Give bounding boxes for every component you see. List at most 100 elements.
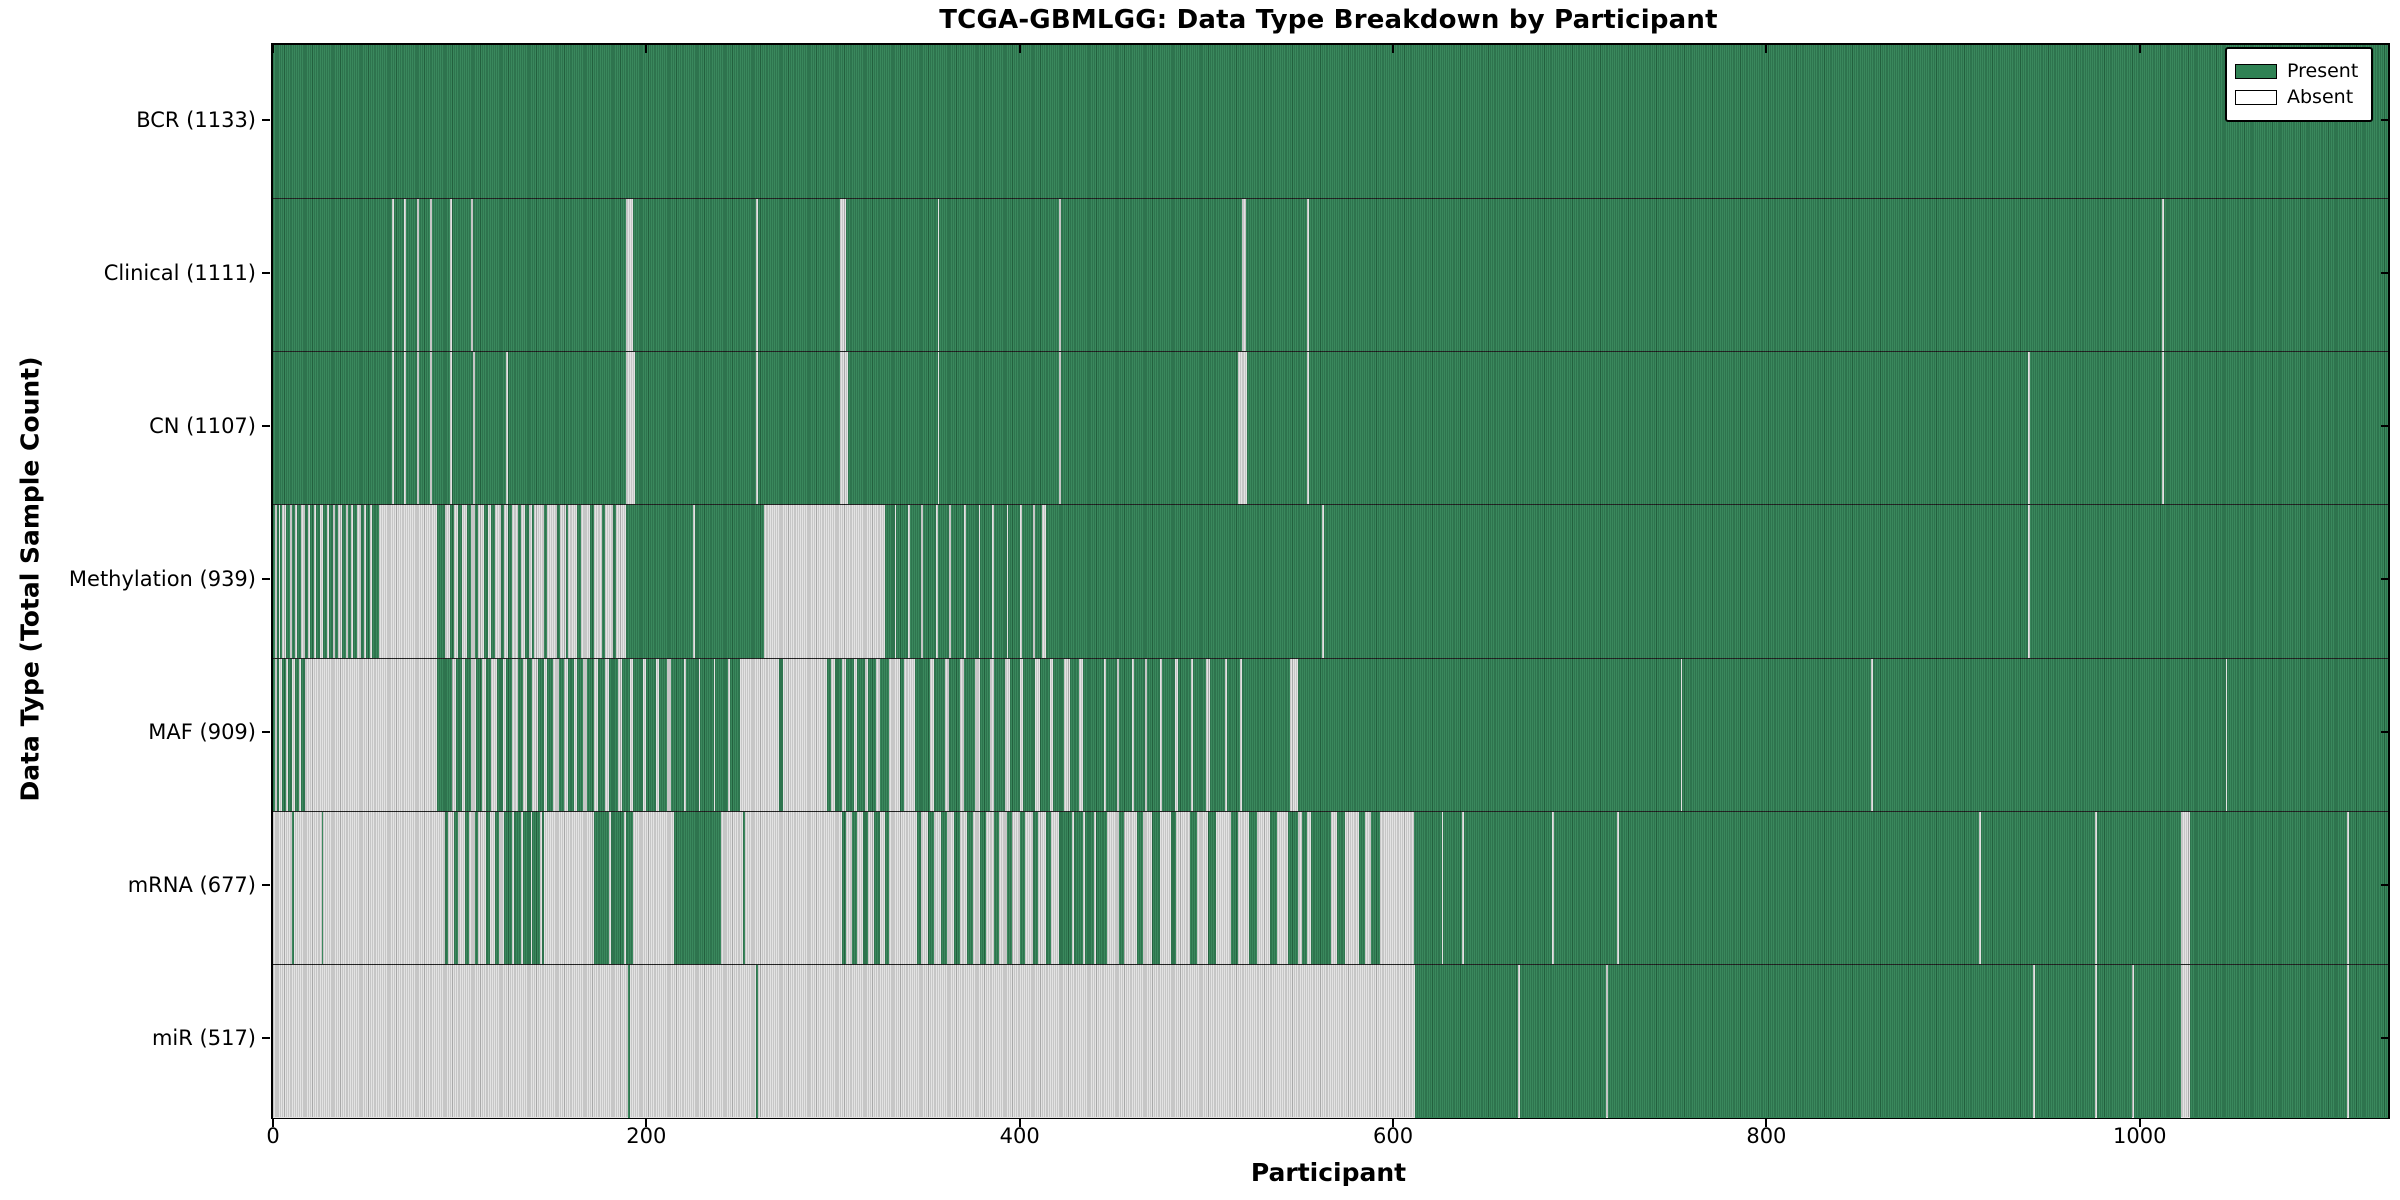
absent-segment xyxy=(1680,658,1683,812)
y-tick-label: BCR (1133) xyxy=(136,107,256,132)
absent-segment xyxy=(450,199,453,353)
absent-segment xyxy=(933,811,942,965)
absent-segment xyxy=(1518,964,1520,1118)
absent-segment xyxy=(616,505,626,659)
absent-segment xyxy=(1004,658,1011,812)
absent-segment xyxy=(1142,811,1153,965)
absent-segment xyxy=(560,505,567,659)
absent-segment xyxy=(273,964,628,1118)
absent-segment xyxy=(448,811,455,965)
absent-segment xyxy=(429,199,432,353)
y-tick xyxy=(2381,731,2389,734)
absent-segment xyxy=(1307,811,1311,965)
absent-segment xyxy=(1071,811,1074,965)
y-tick xyxy=(262,424,270,427)
absent-segment xyxy=(1058,352,1061,506)
absent-segment xyxy=(495,505,501,659)
absent-segment xyxy=(1038,811,1046,965)
absent-segment xyxy=(1551,811,1554,965)
absent-segment xyxy=(461,658,466,812)
y-tick-label: Clinical (1111) xyxy=(103,260,256,285)
absent-segment xyxy=(986,811,994,965)
absent-segment xyxy=(1019,658,1024,812)
absent-segment xyxy=(327,505,329,659)
data-row-Methylation xyxy=(273,504,2388,659)
absent-segment xyxy=(842,658,847,812)
absent-segment xyxy=(629,964,757,1118)
legend-label-present: Present xyxy=(2287,60,2359,82)
absent-segment xyxy=(364,505,367,659)
absent-segment xyxy=(2094,811,2097,965)
absent-segment xyxy=(935,505,938,659)
y-tick xyxy=(2381,424,2389,427)
absent-segment xyxy=(278,658,283,812)
absent-segment xyxy=(491,658,497,812)
y-tick xyxy=(2381,118,2389,121)
absent-segment xyxy=(521,505,525,659)
x-tick-label: 600 xyxy=(1372,1124,1414,1148)
absent-segment xyxy=(857,811,863,965)
absent-segment xyxy=(609,811,611,965)
absent-segment xyxy=(930,658,934,812)
absent-segment xyxy=(903,658,916,812)
absent-segment xyxy=(511,658,518,812)
absent-segment xyxy=(2180,964,2191,1118)
absent-segment xyxy=(2132,964,2135,1118)
absent-segment xyxy=(1605,964,1608,1118)
absent-swatch-icon xyxy=(2235,90,2277,105)
data-row-MAF xyxy=(273,657,2388,812)
absent-segment xyxy=(1083,811,1086,965)
absent-segment xyxy=(1307,352,1310,506)
absent-segment xyxy=(889,811,918,965)
y-tick-label: MAF (909) xyxy=(148,720,256,745)
absent-segment xyxy=(959,811,968,965)
absent-segment xyxy=(532,658,539,812)
absent-segment xyxy=(2162,352,2164,506)
absent-segment xyxy=(581,505,591,659)
x-axis-label: Participant xyxy=(1250,1158,1407,1187)
x-tick xyxy=(1765,1119,1768,1127)
absent-segment xyxy=(454,505,458,659)
x-tick-label: 800 xyxy=(1746,1124,1787,1148)
absent-segment xyxy=(594,658,598,812)
y-tick xyxy=(2381,884,2389,887)
absent-segment xyxy=(530,811,533,965)
absent-segment xyxy=(470,505,475,659)
absent-segment xyxy=(282,505,287,659)
absent-segment xyxy=(274,658,277,812)
absent-segment xyxy=(1116,658,1119,812)
absent-segment xyxy=(623,811,626,965)
absent-segment xyxy=(1064,658,1071,812)
absent-segment xyxy=(633,811,675,965)
absent-segment xyxy=(1107,811,1119,965)
absent-segment xyxy=(2180,811,2191,965)
absent-segment xyxy=(472,352,475,506)
absent-segment xyxy=(989,658,994,812)
absent-segment xyxy=(1241,199,1246,353)
absent-segment xyxy=(840,352,848,506)
absent-segment xyxy=(1365,811,1371,965)
y-tick xyxy=(262,1037,270,1040)
absent-segment xyxy=(332,505,335,659)
absent-segment xyxy=(889,658,901,812)
absent-segment xyxy=(1006,505,1009,659)
absent-segment xyxy=(946,811,955,965)
y-tick-label: CN (1107) xyxy=(149,413,256,438)
absent-segment xyxy=(782,658,828,812)
absent-segment xyxy=(304,658,438,812)
absent-segment xyxy=(1870,658,1873,812)
absent-segment xyxy=(439,811,445,965)
absent-segment xyxy=(1238,352,1248,506)
absent-segment xyxy=(1215,811,1231,965)
absent-segment xyxy=(1206,658,1211,812)
absent-segment xyxy=(698,658,701,812)
y-tick xyxy=(262,271,270,274)
absent-segment xyxy=(528,505,533,659)
absent-segment xyxy=(274,505,277,659)
absent-segment xyxy=(991,505,994,659)
absent-segment xyxy=(920,505,923,659)
x-tick xyxy=(272,1119,274,1127)
y-tick xyxy=(2381,578,2389,580)
absent-segment xyxy=(973,811,981,965)
absent-segment xyxy=(1174,658,1179,812)
